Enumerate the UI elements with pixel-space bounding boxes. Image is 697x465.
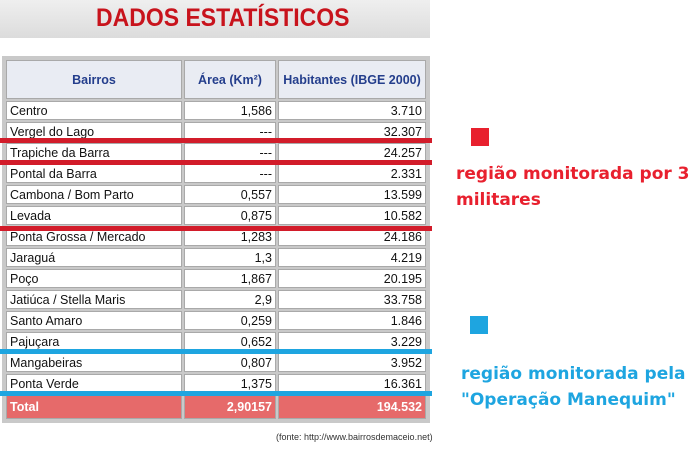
cell-area: 1,586 — [184, 101, 276, 120]
cell-habitantes: 1.846 — [278, 311, 426, 330]
cell-area: 1,867 — [184, 269, 276, 288]
cell-area: 0,259 — [184, 311, 276, 330]
total-area: 2,90157 — [184, 395, 276, 419]
cell-area: 2,9 — [184, 290, 276, 309]
blue-legend-line1: região monitorada pela — [461, 364, 686, 384]
cell-area: 0,875 — [184, 206, 276, 225]
blue-highlight-ponta-verde — [0, 391, 432, 396]
table-row: Poço 1,867 20.195 — [6, 269, 426, 288]
cell-bairro: Cambona / Bom Parto — [6, 185, 182, 204]
table-row: Levada 0,875 10.582 — [6, 206, 426, 225]
cell-area: 0,652 — [184, 332, 276, 351]
cell-habitantes: 3.952 — [278, 353, 426, 372]
cell-area: 1,375 — [184, 374, 276, 393]
cell-bairro: Centro — [6, 101, 182, 120]
total-label: Total — [6, 395, 182, 419]
cell-habitantes: 10.582 — [278, 206, 426, 225]
cell-area: --- — [184, 143, 276, 162]
stats-table: Bairros Área (Km²) Habitantes (IBGE 2000… — [4, 58, 428, 421]
table-body: Centro 1,586 3.710 Vergel do Lago --- 32.307 T… — [6, 101, 426, 393]
total-row: Total 2,90157 194.532 — [6, 395, 426, 419]
red-legend-line1: região monitorada por 3 — [456, 164, 690, 184]
title-banner: DADOS ESTATÍSTICOS — [0, 0, 430, 38]
cell-bairro: Ponta Grossa / Mercado — [6, 227, 182, 246]
cell-habitantes: 32.307 — [278, 122, 426, 141]
cell-bairro: Jatiúca / Stella Maris — [6, 290, 182, 309]
table-row: Cambona / Bom Parto 0,557 13.599 — [6, 185, 426, 204]
table-row: Centro 1,586 3.710 — [6, 101, 426, 120]
header-bairros: Bairros — [6, 60, 182, 99]
source-note: (fonte: http://www.bairrosdemaceio.net) — [276, 432, 433, 442]
red-legend-line2: militares — [456, 190, 541, 210]
header-habitantes: Habitantes (IBGE 2000) — [278, 60, 426, 99]
table-row: Pontal da Barra --- 2.331 — [6, 164, 426, 183]
table-header-row: Bairros Área (Km²) Habitantes (IBGE 2000… — [6, 60, 426, 99]
table-row: Jaraguá 1,3 4.219 — [6, 248, 426, 267]
total-habitantes: 194.532 — [278, 395, 426, 419]
table-row: Ponta Verde 1,375 16.361 — [6, 374, 426, 393]
cell-bairro: Poço — [6, 269, 182, 288]
cell-bairro: Pontal da Barra — [6, 164, 182, 183]
stats-table-container: Bairros Área (Km²) Habitantes (IBGE 2000… — [2, 56, 430, 423]
cell-bairro: Santo Amaro — [6, 311, 182, 330]
table-row: Ponta Grossa / Mercado 1,283 24.186 — [6, 227, 426, 246]
header-area: Área (Km²) — [184, 60, 276, 99]
red-legend-text: região monitorada por 3 militares — [456, 161, 690, 213]
cell-bairro: Levada — [6, 206, 182, 225]
cell-bairro: Jaraguá — [6, 248, 182, 267]
blue-legend-line2: "Operação Manequim" — [461, 390, 676, 410]
red-highlight-vergel — [0, 138, 432, 143]
red-highlight-trapiche — [0, 160, 432, 165]
cell-area: --- — [184, 164, 276, 183]
blue-highlight-pajucara — [0, 349, 432, 354]
cell-habitantes: 4.219 — [278, 248, 426, 267]
blue-legend-square — [470, 316, 488, 334]
cell-area: 0,557 — [184, 185, 276, 204]
red-highlight-levada — [0, 226, 432, 231]
table-row: Mangabeiras 0,807 3.952 — [6, 353, 426, 372]
table-row: Jatiúca / Stella Maris 2,9 33.758 — [6, 290, 426, 309]
cell-habitantes: 20.195 — [278, 269, 426, 288]
cell-area: 0,807 — [184, 353, 276, 372]
cell-habitantes: 16.361 — [278, 374, 426, 393]
cell-bairro: Mangabeiras — [6, 353, 182, 372]
table-row: Santo Amaro 0,259 1.846 — [6, 311, 426, 330]
table-row: Pajuçara 0,652 3.229 — [6, 332, 426, 351]
red-legend-square — [471, 128, 489, 146]
cell-habitantes: 2.331 — [278, 164, 426, 183]
blue-legend-text: região monitorada pela "Operação Manequi… — [461, 361, 686, 413]
cell-area: 1,3 — [184, 248, 276, 267]
page-title: DADOS ESTATÍSTICOS — [96, 4, 350, 32]
cell-habitantes: 3.710 — [278, 101, 426, 120]
cell-habitantes: 33.758 — [278, 290, 426, 309]
cell-habitantes: 13.599 — [278, 185, 426, 204]
